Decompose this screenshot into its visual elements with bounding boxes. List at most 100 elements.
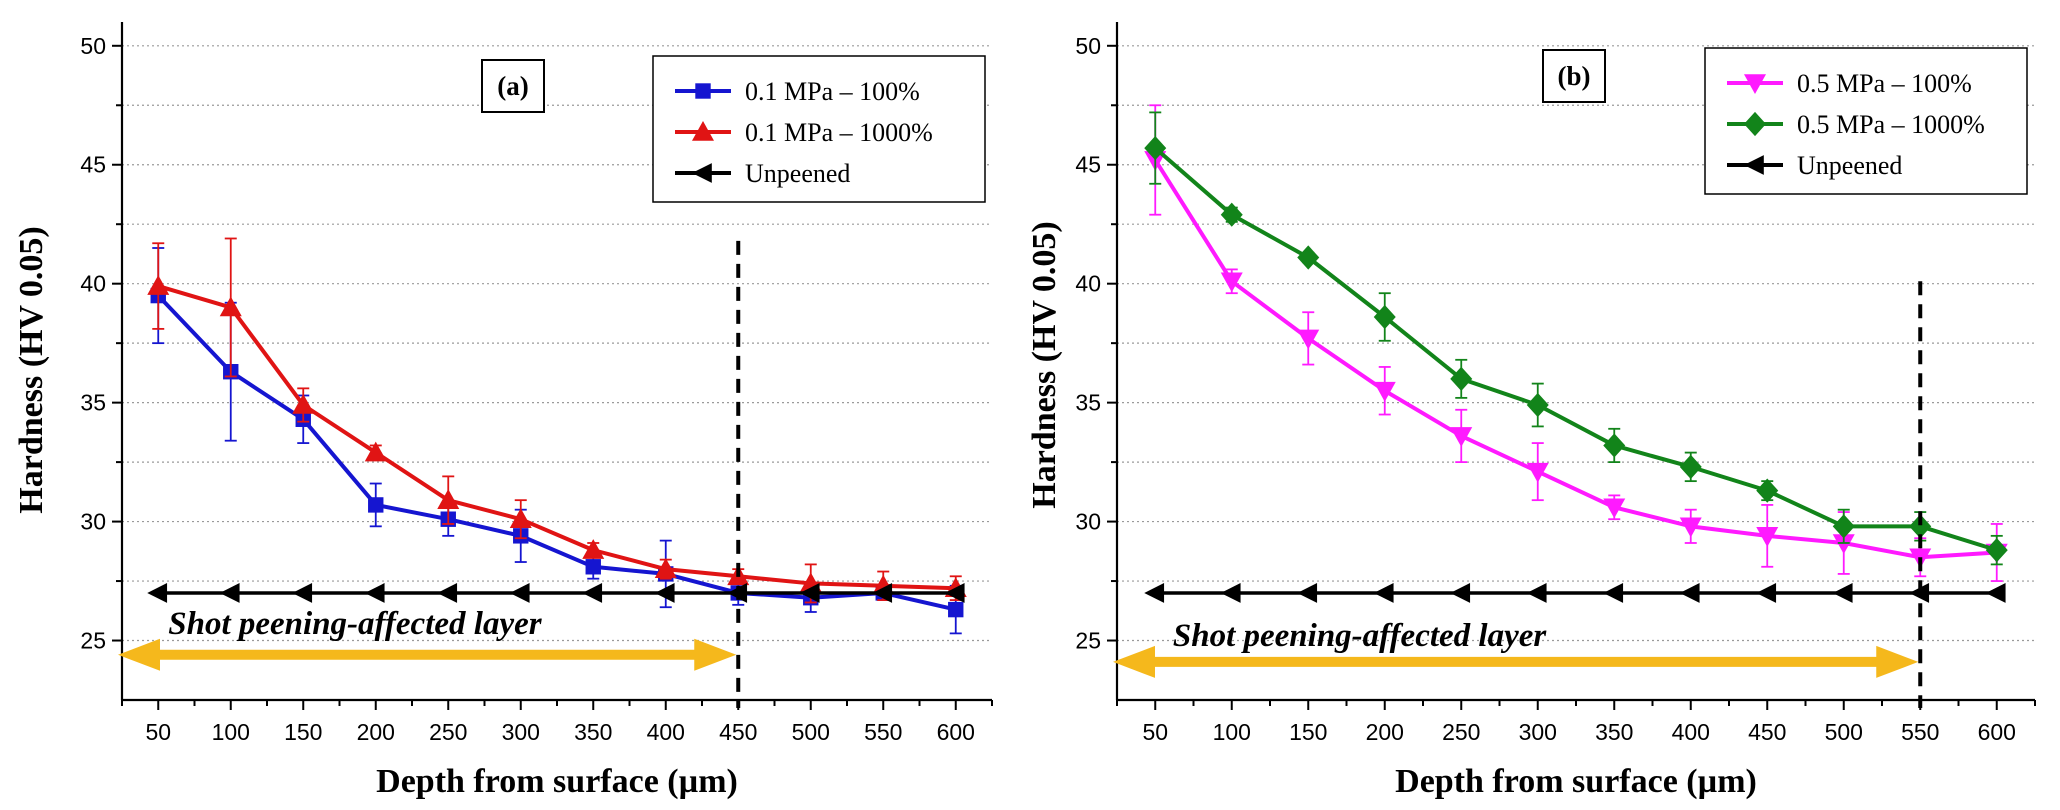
- data-point: [1297, 583, 1318, 603]
- legend-label: 0.1 MPa – 100%: [745, 77, 920, 106]
- x-tick-label: 250: [1442, 719, 1480, 745]
- data-point: [1450, 366, 1473, 391]
- x-tick-label: 450: [719, 719, 757, 745]
- data-point: [1679, 583, 1700, 603]
- data-point: [1985, 538, 2008, 563]
- data-point: [1756, 478, 1779, 503]
- data-point: [1985, 583, 2006, 603]
- data-point: [292, 583, 313, 603]
- x-tick-label: 400: [647, 719, 685, 745]
- y-tick-label: 45: [1075, 152, 1101, 178]
- series-unpeened: [147, 583, 965, 603]
- panel-label-box: [1542, 49, 1606, 103]
- panel-label: (b): [1558, 61, 1591, 91]
- legend-label: 0.5 MPa – 100%: [1797, 69, 1972, 98]
- data-point: [1220, 202, 1243, 227]
- data-point: [654, 583, 675, 603]
- data-point: [1450, 427, 1473, 447]
- data-point: [1144, 583, 1165, 603]
- panel-label: (a): [497, 71, 528, 101]
- data-point: [1144, 135, 1167, 161]
- data-point: [364, 441, 387, 462]
- data-point: [437, 583, 458, 603]
- x-axis-title: Depth from surface (µm): [1395, 763, 1757, 800]
- data-point: [1220, 583, 1241, 603]
- arrow-head-right: [694, 638, 737, 671]
- series-0-5-mpa-100-: [1144, 104, 2008, 582]
- y-tick-label: 45: [80, 152, 106, 178]
- data-point: [1832, 583, 1853, 603]
- data-point: [654, 558, 677, 578]
- y-tick-label: 50: [80, 33, 106, 59]
- data-point: [1297, 245, 1320, 270]
- arrow-head-left: [118, 638, 160, 671]
- data-point: [147, 583, 168, 603]
- series-0-1-mpa-100-: [150, 247, 964, 635]
- data-point: [1756, 583, 1777, 603]
- series-line: [157, 284, 956, 591]
- legend-label: 0.1 MPa – 1000%: [745, 118, 933, 147]
- legend-marker: [695, 83, 711, 99]
- data-point: [1909, 514, 1932, 539]
- series-unpeened: [1144, 583, 2006, 603]
- x-tick-label: 450: [1748, 719, 1786, 745]
- data-point: [799, 583, 820, 603]
- y-tick-label: 40: [80, 271, 106, 297]
- data-point: [1526, 462, 1549, 483]
- y-tick-label: 50: [1075, 33, 1101, 59]
- data-point: [1756, 527, 1779, 547]
- x-tick-label: 200: [1366, 719, 1404, 745]
- data-point: [582, 539, 605, 559]
- data-point: [1832, 514, 1855, 539]
- legend: 0.5 MPa – 100% 0.5 MPa – 1000% Unpeened: [1704, 47, 2028, 195]
- x-tick-label: 350: [574, 719, 612, 745]
- legend-marker: [1744, 74, 1766, 94]
- chart-panel-b: 25 30 35 40 45 50 50 100 150 200 250 300 350 400 450 50…: [1026, 22, 2036, 800]
- data-point: [219, 296, 242, 317]
- y-tick-label: 25: [1075, 628, 1101, 654]
- x-tick-label: 50: [145, 719, 171, 745]
- series-line: [1153, 158, 1997, 560]
- x-tick-label: 550: [864, 719, 902, 745]
- data-point: [582, 583, 603, 603]
- y-tick-label: 40: [1075, 271, 1101, 297]
- data-point: [1526, 392, 1549, 418]
- legend-label: Unpeened: [1797, 151, 1902, 180]
- data-point: [1450, 583, 1471, 603]
- data-point: [1373, 304, 1396, 330]
- data-point: [1603, 498, 1626, 519]
- data-point: [364, 583, 385, 603]
- x-tick-label: 600: [1978, 719, 2016, 745]
- data-point: [509, 508, 532, 528]
- x-tick-label: 50: [1142, 719, 1168, 745]
- data-point: [1526, 583, 1547, 603]
- chart-panel-a: 25 30 35 40 45 50 50 100 150 200 250 300 350 400 450 50…: [13, 22, 993, 800]
- data-point: [585, 559, 601, 575]
- x-tick-label: 300: [502, 719, 540, 745]
- legend: 0.1 MPa – 100% 0.1 MPa – 1000% Unpeened: [652, 55, 986, 203]
- data-point: [1679, 454, 1702, 479]
- series-line: [156, 294, 957, 612]
- data-point: [437, 489, 460, 509]
- legend-label: Unpeened: [745, 159, 850, 188]
- data-point: [1297, 329, 1320, 350]
- data-point: [944, 583, 965, 603]
- x-tick-label: 200: [357, 719, 395, 745]
- data-point: [1373, 583, 1394, 603]
- series-0-5-mpa-1000-: [1144, 111, 2008, 566]
- y-tick-label: 25: [80, 628, 106, 654]
- x-tick-label: 600: [937, 719, 975, 745]
- series-line: [1153, 146, 1998, 553]
- y-tick-label: 35: [1075, 390, 1101, 416]
- data-point: [219, 583, 240, 603]
- x-tick-label: 100: [212, 719, 250, 745]
- legend-label: 0.5 MPa – 1000%: [1797, 110, 1985, 139]
- x-tick-label: 300: [1519, 719, 1557, 745]
- y-axis-title: Hardness (HV 0.05): [13, 226, 50, 513]
- legend-marker: [1744, 111, 1766, 137]
- y-axis-title: Hardness (HV 0.05): [1026, 221, 1063, 508]
- x-tick-label: 350: [1595, 719, 1633, 745]
- y-tick-label: 35: [80, 390, 106, 416]
- x-axis-title: Depth from surface (µm): [376, 763, 738, 800]
